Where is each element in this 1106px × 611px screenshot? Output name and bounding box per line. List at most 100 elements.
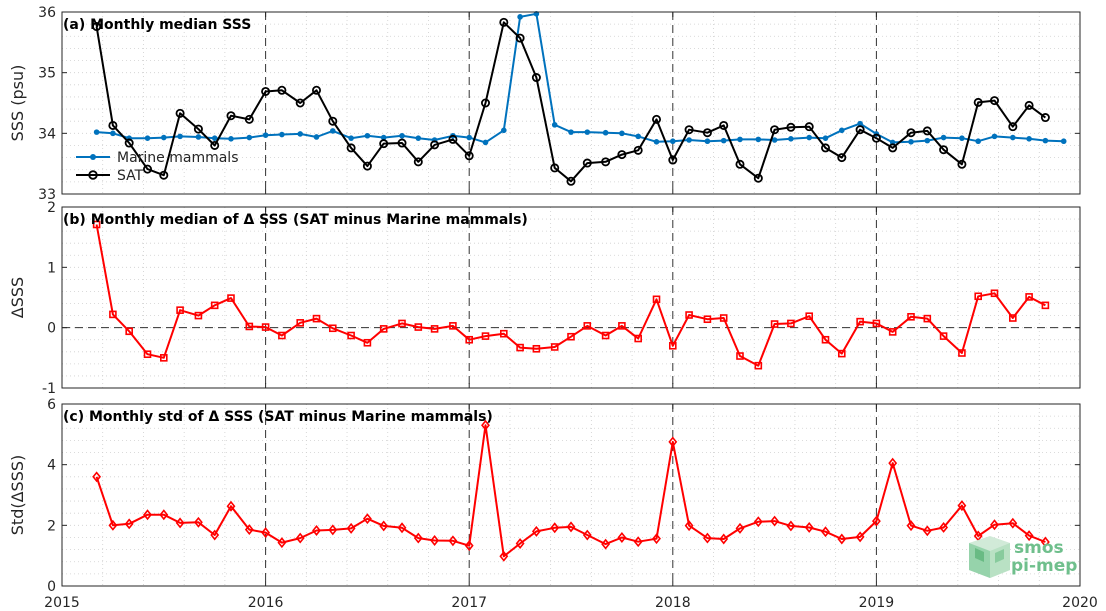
data-point [195, 134, 202, 140]
data-point [176, 306, 184, 314]
data-point [397, 138, 407, 148]
data-point [940, 134, 947, 141]
data-point [703, 315, 712, 324]
data-point [194, 311, 203, 320]
data-point [735, 159, 745, 169]
data-point [786, 520, 796, 532]
data-point [466, 134, 473, 141]
data-point [531, 525, 541, 537]
data-point [1009, 314, 1017, 322]
data-point [245, 322, 254, 331]
data-point [550, 343, 559, 351]
data-point [989, 96, 999, 106]
series-marine-mammals [93, 11, 1067, 146]
x-tick-label: 2018 [655, 595, 691, 611]
data-point [652, 295, 661, 304]
data-point [652, 114, 662, 124]
data-point [363, 338, 372, 347]
data-point [837, 153, 847, 163]
data-point [92, 471, 102, 483]
data-point [702, 128, 712, 138]
data-point [261, 86, 271, 96]
data-point [755, 136, 762, 143]
data-point [770, 320, 779, 328]
data-point [464, 540, 474, 552]
data-point [227, 294, 235, 302]
data-point [702, 532, 712, 544]
data-point [379, 325, 388, 333]
data-point [566, 521, 576, 533]
data-point [499, 17, 509, 27]
data-point [888, 143, 898, 153]
data-point [822, 135, 829, 141]
data-point [532, 344, 541, 353]
data-point [550, 522, 560, 534]
data-point [633, 145, 643, 155]
series-b-0 [92, 220, 1050, 370]
data-point [619, 130, 625, 137]
data-point [362, 513, 372, 525]
data-point [990, 519, 999, 531]
data-point [686, 137, 692, 143]
data-point [770, 125, 780, 135]
data-point [957, 159, 967, 169]
data-point [601, 157, 611, 167]
y-tick-label: 6 [47, 397, 56, 413]
data-point [653, 139, 660, 145]
x-tick-label: 2015 [44, 595, 80, 611]
x-tick-label: 2020 [1062, 595, 1098, 611]
y-tick-label: 34 [38, 126, 56, 142]
data-point [312, 525, 321, 536]
data-point [193, 516, 203, 528]
data-point [566, 176, 576, 186]
x-tick-label: 2019 [859, 595, 895, 611]
data-point [261, 527, 271, 539]
data-point [907, 313, 915, 321]
data-point [261, 323, 270, 331]
data-point [278, 331, 286, 340]
data-point [415, 135, 422, 141]
data-point [668, 341, 677, 350]
data-point [685, 311, 693, 319]
data-point [719, 314, 728, 322]
data-point [923, 314, 932, 323]
data-point [787, 319, 795, 328]
data-point [871, 133, 881, 143]
data-point [262, 132, 269, 138]
data-point [582, 529, 592, 541]
data-point [362, 161, 372, 171]
data-point [430, 535, 440, 546]
data-point [974, 292, 983, 301]
data-point [1008, 122, 1018, 132]
data-point [108, 519, 118, 531]
data-point [770, 515, 780, 527]
data-point [143, 164, 153, 174]
x-tick-label: 2017 [451, 595, 487, 611]
data-point [481, 332, 490, 340]
data-point [379, 520, 389, 532]
data-point [175, 517, 185, 529]
data-point [346, 143, 356, 153]
data-point [430, 140, 440, 150]
series-line [95, 424, 1046, 558]
data-point [380, 134, 387, 141]
logo-line2: pi-mep [1011, 556, 1077, 576]
data-point [652, 533, 661, 545]
x-tick-label: 2016 [248, 595, 284, 611]
data-point [871, 515, 881, 527]
data-point [806, 134, 813, 141]
data-point [601, 538, 611, 550]
y-tick-label: 0 [47, 321, 56, 337]
data-point [193, 124, 203, 134]
data-point [465, 335, 474, 344]
data-point [805, 312, 814, 321]
series-c-0 [92, 419, 1050, 562]
data-point [670, 138, 676, 145]
data-point [668, 155, 678, 165]
data-point [719, 120, 729, 130]
axes-box [61, 206, 1081, 389]
y-tick-label: 33 [38, 187, 56, 203]
data-point [499, 550, 509, 562]
y-tick-label: 2 [47, 200, 56, 216]
data-point [144, 135, 151, 141]
